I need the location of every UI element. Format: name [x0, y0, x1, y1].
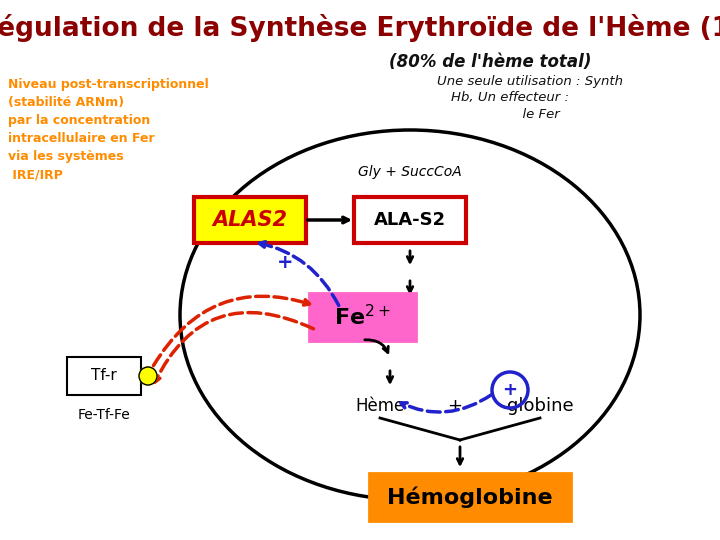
Text: Fe-Tf-Fe: Fe-Tf-Fe [78, 408, 130, 422]
Text: Une seule utilisation : Synth: Une seule utilisation : Synth [437, 76, 623, 89]
Text: Hémoglobine: Hémoglobine [387, 486, 553, 508]
FancyBboxPatch shape [354, 197, 466, 243]
Text: ALAS2: ALAS2 [212, 210, 287, 230]
FancyBboxPatch shape [67, 357, 141, 395]
FancyBboxPatch shape [194, 197, 306, 243]
Text: +: + [448, 397, 462, 415]
Text: Régulation de la Synthèse Erythroïde de l'Hème (1): Régulation de la Synthèse Erythroïde de … [0, 14, 720, 42]
Text: Niveau post-transcriptionnel
(stabilité ARNm)
par la concentration
intracellulai: Niveau post-transcriptionnel (stabilité … [8, 78, 209, 181]
Text: le Fer: le Fer [480, 107, 560, 120]
Circle shape [139, 367, 157, 385]
Text: (80% de l'hème total): (80% de l'hème total) [389, 53, 591, 71]
Text: Hème: Hème [356, 397, 405, 415]
Text: globine: globine [507, 397, 573, 415]
FancyBboxPatch shape [309, 293, 416, 341]
Text: Tf-r: Tf-r [91, 368, 117, 383]
Text: Hb, Un effecteur :: Hb, Un effecteur : [451, 91, 569, 105]
Text: +: + [503, 381, 518, 399]
Text: Fe$^{2+}$: Fe$^{2+}$ [333, 305, 390, 329]
Text: +: + [276, 253, 293, 272]
Text: Gly + SuccCoA: Gly + SuccCoA [358, 165, 462, 179]
Text: ALA-S2: ALA-S2 [374, 211, 446, 229]
FancyBboxPatch shape [369, 473, 571, 521]
